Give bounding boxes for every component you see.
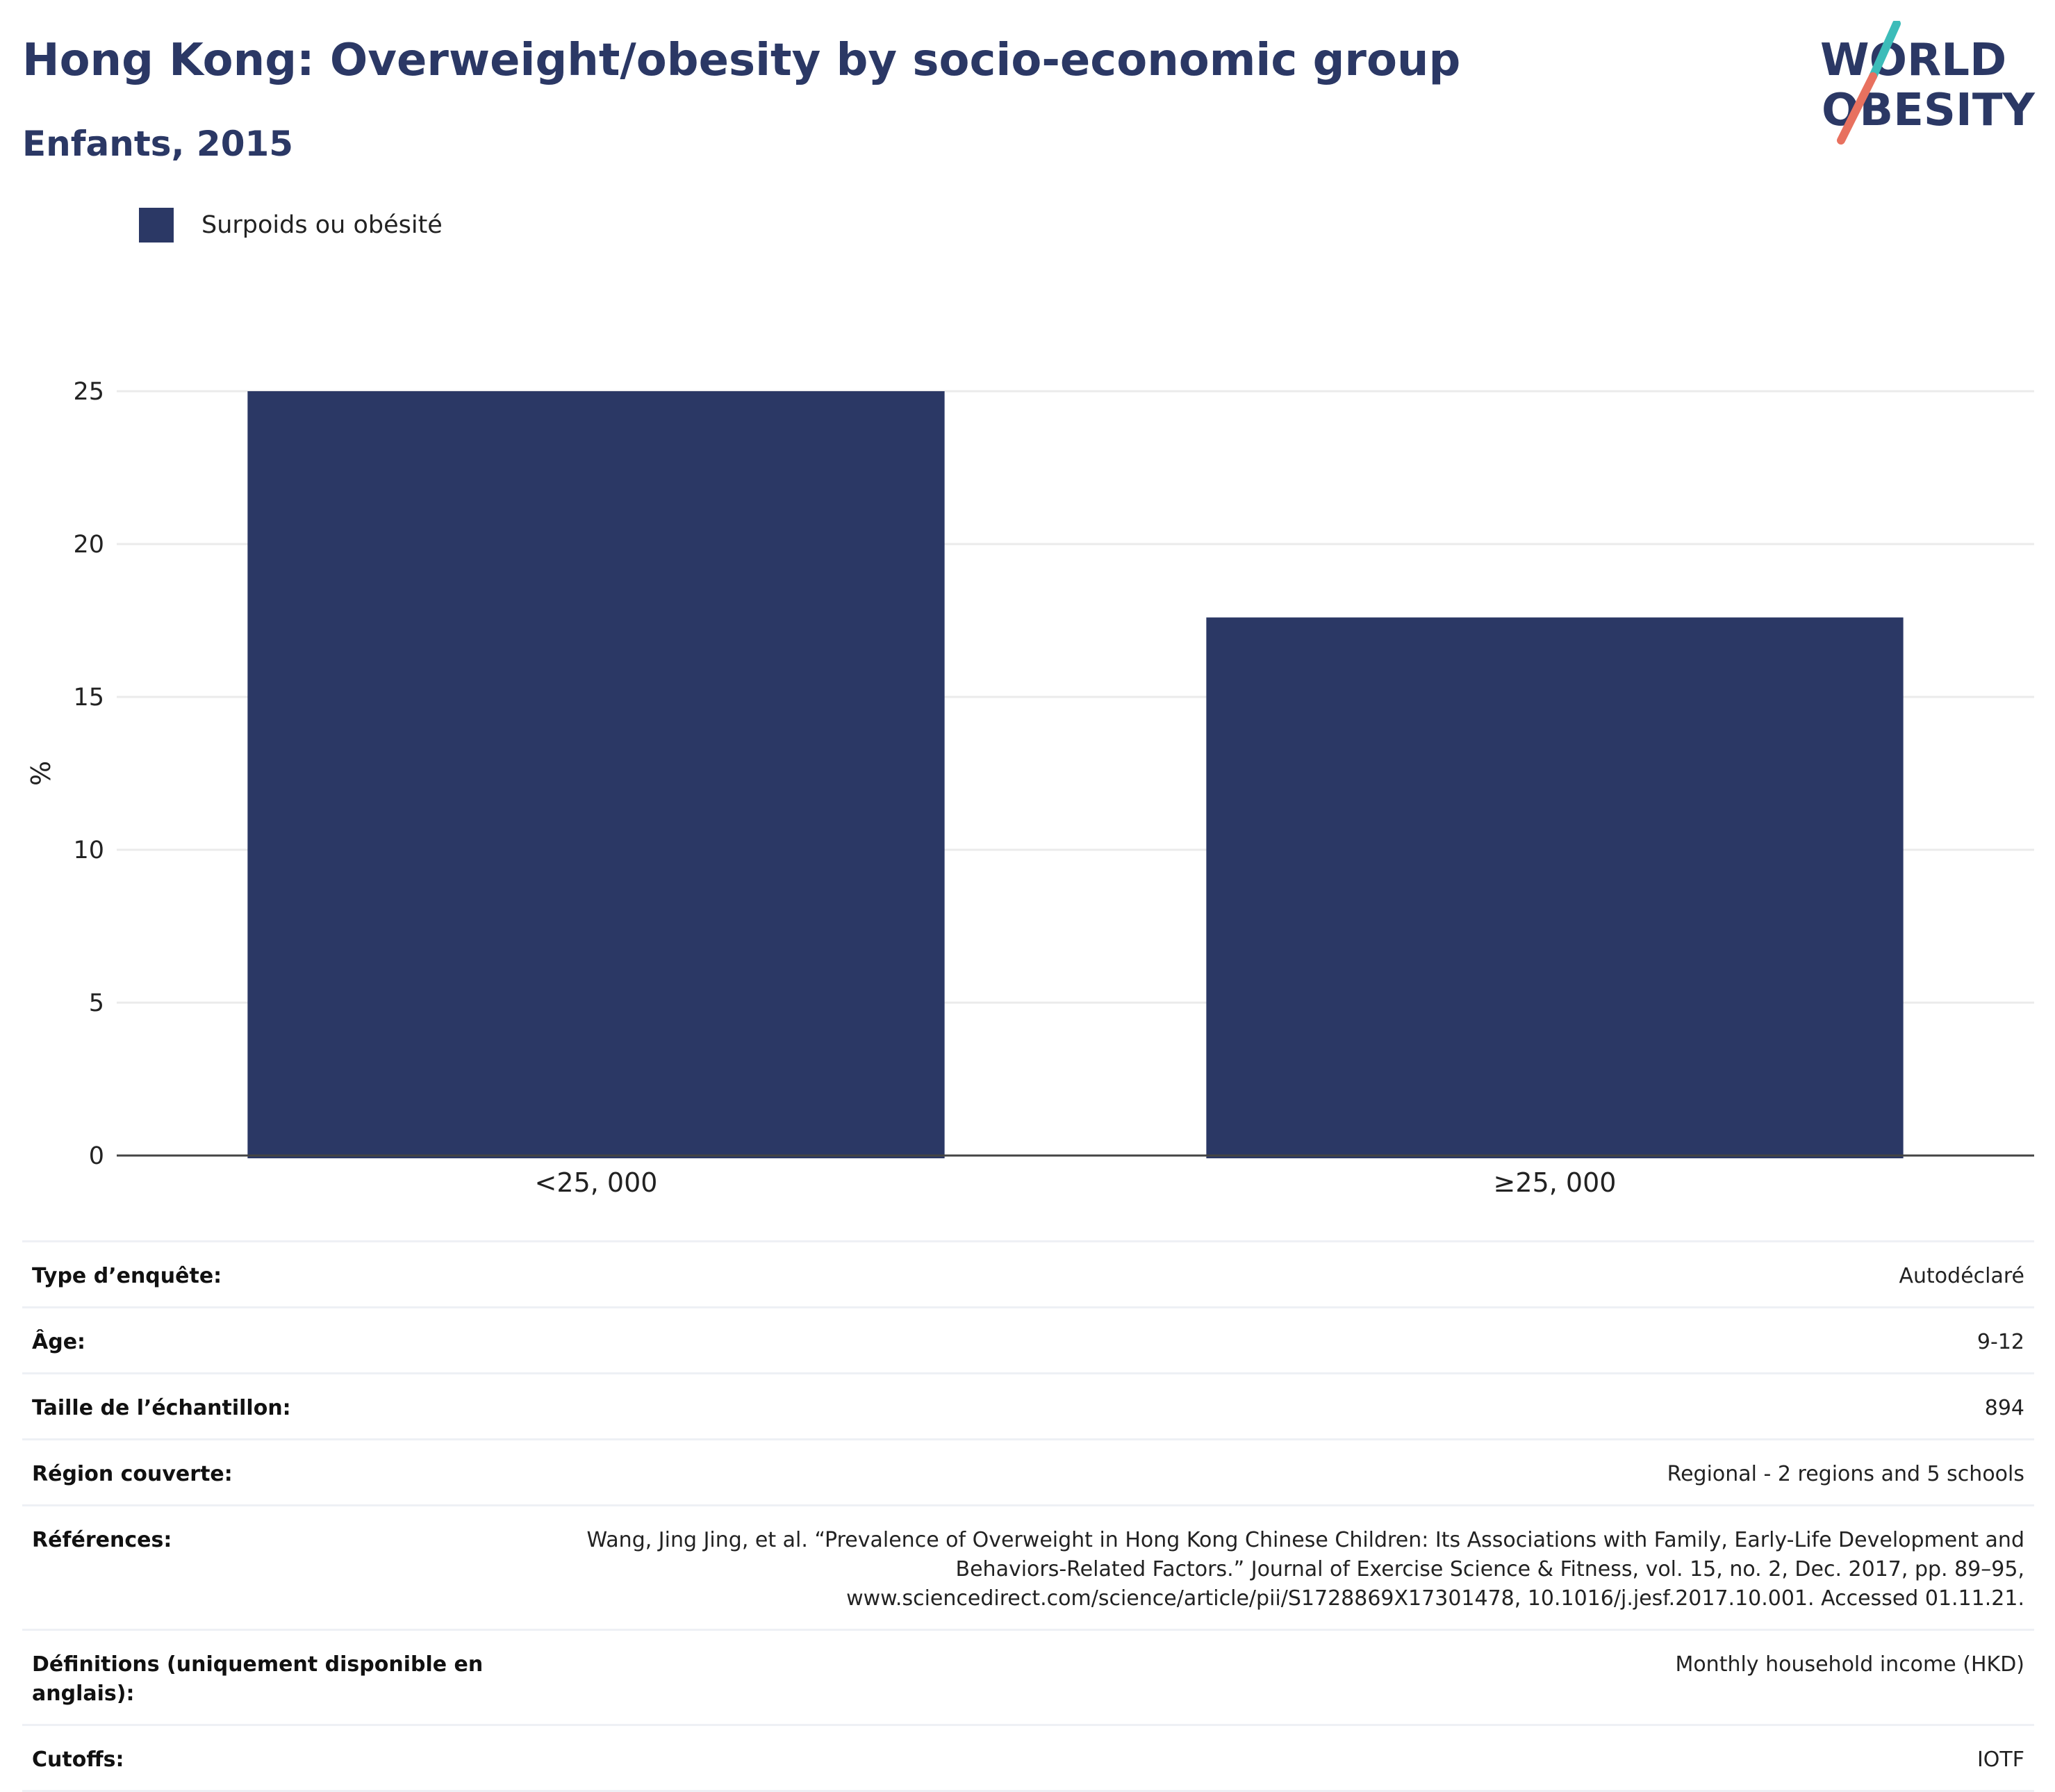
legend-label: Surpoids ou obésité: [201, 211, 443, 239]
survey-info-table: Type d’enquête: Autodéclaré Âge: 9-12 Taille…: [22, 1240, 2034, 1792]
bar-0: [247, 391, 945, 1158]
x-tick-label: <25, 000: [535, 1167, 658, 1195]
info-row: Type d’enquête: Autodéclaré: [22, 1240, 2034, 1306]
info-key: Taille de l’échantillon:: [32, 1396, 291, 1420]
info-value: 9-12: [1976, 1330, 2024, 1354]
bar-1: [1206, 617, 1904, 1158]
info-row: Âge: 9-12: [22, 1306, 2034, 1372]
y-tick-label: 20: [73, 531, 104, 559]
info-key: Définitions (uniquement disponible en an…: [32, 1652, 484, 1706]
x-axis-labels: <25, 000 ≥25, 000: [535, 1167, 1617, 1195]
svg-text:WORLD: WORLD: [1820, 35, 2006, 86]
info-key: Type d’enquête:: [32, 1264, 222, 1288]
info-value: IOTF: [1976, 1748, 2024, 1772]
info-row: Références: Wang, Jing Jing, et al. “Prev…: [22, 1504, 2034, 1629]
y-tick-label: 25: [73, 378, 104, 406]
chart-subtitle: Enfants, 2015: [22, 124, 294, 164]
info-value: Monthly household income (HKD): [1675, 1652, 2024, 1677]
info-value: Wang, Jing Jing, et al. “Prevalence of O…: [586, 1528, 2024, 1611]
x-tick-label: ≥25, 000: [1494, 1167, 1617, 1195]
world-obesity-logo: WORLD OBESITY: [1820, 21, 2035, 145]
info-value: Regional - 2 regions and 5 schools: [1667, 1462, 2024, 1486]
y-axis-ticks: 0 5 10 15 20 25: [73, 378, 104, 1170]
info-row: Cutoffs: IOTF: [22, 1724, 2034, 1792]
bar-chart: 0 5 10 15 20 25 <25, 000 ≥25, 000 %: [26, 378, 2034, 1195]
info-key: Références:: [32, 1528, 172, 1552]
info-value: Autodéclaré: [1899, 1264, 2025, 1288]
y-tick-label: 0: [89, 1142, 104, 1170]
y-tick-label: 15: [73, 684, 104, 712]
info-key: Cutoffs:: [32, 1748, 124, 1772]
info-key: Région couverte:: [32, 1462, 233, 1486]
info-value: 894: [1984, 1396, 2024, 1420]
chart-title: Hong Kong: Overweight/obesity by socio-e…: [22, 35, 1461, 86]
info-row: Définitions (uniquement disponible en an…: [22, 1629, 2034, 1724]
y-axis-title: %: [26, 761, 56, 786]
y-tick-label: 5: [89, 989, 104, 1017]
info-key: Âge:: [32, 1330, 86, 1354]
info-row: Taille de l’échantillon: 894: [22, 1372, 2034, 1438]
legend-swatch: [139, 208, 174, 243]
legend: Surpoids ou obésité: [139, 207, 443, 243]
bars: [247, 391, 1904, 1158]
y-tick-label: 10: [73, 837, 104, 864]
info-row: Région couverte: Regional - 2 regions and…: [22, 1438, 2034, 1504]
